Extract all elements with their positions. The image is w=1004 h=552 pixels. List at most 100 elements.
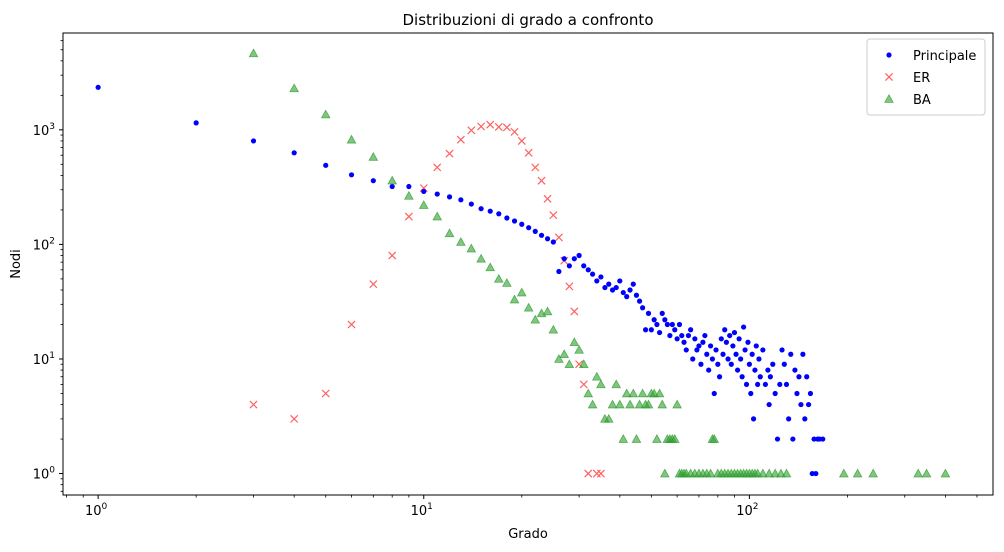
data-point — [589, 271, 596, 277]
data-point — [347, 320, 356, 329]
axis-ticks: 100 101 102 100 101 102 103 — [33, 40, 978, 519]
data-point — [739, 374, 745, 380]
plot-frame — [62, 32, 994, 496]
data-point — [598, 274, 604, 280]
data-point — [579, 380, 588, 389]
data-point — [444, 228, 455, 238]
data-point — [752, 367, 758, 373]
data-point — [458, 197, 464, 203]
data-point — [369, 280, 378, 289]
data-point — [404, 212, 413, 221]
data-point — [478, 206, 484, 212]
data-point — [613, 284, 619, 291]
legend-marker — [884, 93, 894, 103]
data-point — [669, 434, 680, 443]
data-point — [820, 436, 826, 442]
data-point — [750, 416, 757, 422]
data-point — [602, 284, 608, 291]
data-point — [418, 200, 429, 209]
data-point — [634, 399, 645, 409]
data-point — [760, 347, 766, 353]
data-point — [559, 349, 570, 359]
data-point — [696, 343, 702, 349]
data-point — [804, 374, 810, 380]
data-point — [794, 390, 800, 397]
data-point — [718, 336, 724, 342]
data-point — [733, 351, 739, 357]
chart-title: Distribuzioni di grado a confronto — [403, 11, 654, 29]
data-point — [594, 278, 600, 284]
data-point — [603, 413, 614, 423]
data-point — [486, 120, 495, 129]
data-point — [95, 84, 101, 90]
data-point — [571, 256, 577, 262]
data-point — [706, 367, 712, 373]
data-point — [807, 390, 814, 397]
data-point — [709, 434, 720, 443]
data-point — [445, 149, 454, 158]
data-point — [781, 361, 787, 367]
data-point — [725, 356, 731, 362]
data-point — [688, 327, 694, 333]
data-point — [672, 399, 683, 409]
data-point — [868, 468, 879, 478]
data-point — [656, 329, 663, 336]
data-point — [583, 388, 594, 398]
data-point — [538, 232, 545, 238]
data-point — [406, 183, 412, 190]
data-point — [636, 298, 643, 304]
data-point — [543, 194, 552, 203]
data-point — [494, 122, 503, 131]
data-point — [781, 468, 792, 478]
data-point — [734, 367, 741, 373]
data-point — [585, 267, 591, 273]
data-point — [640, 305, 646, 311]
data-point — [738, 356, 744, 362]
data-point — [669, 321, 675, 328]
data-point — [681, 339, 687, 345]
data-point — [659, 310, 665, 316]
data-point — [468, 201, 474, 207]
data-point — [570, 307, 579, 316]
data-point — [672, 327, 678, 333]
data-point — [550, 239, 556, 245]
data-point — [542, 306, 553, 316]
data-point — [757, 468, 768, 478]
data-point — [921, 468, 932, 478]
x-tick-label: 101 — [411, 502, 433, 519]
data-point — [648, 327, 654, 333]
data-point — [502, 123, 511, 132]
legend-box — [866, 38, 986, 116]
x-axis-label: Grado — [508, 527, 548, 542]
data-point — [578, 359, 589, 368]
data-point — [446, 194, 453, 200]
data-point — [792, 367, 798, 373]
data-point — [838, 468, 849, 478]
data-point — [587, 399, 598, 409]
data-point — [642, 327, 649, 333]
data-point — [709, 356, 716, 362]
y-tick-label: 102 — [33, 236, 55, 253]
data-point — [633, 292, 640, 298]
data-point — [614, 399, 625, 409]
data-point — [813, 470, 819, 477]
data-point — [805, 401, 812, 408]
data-point — [617, 278, 623, 284]
data-point — [798, 401, 804, 408]
data-point — [731, 329, 738, 336]
series-er — [249, 120, 605, 478]
y-tick-label: 103 — [33, 122, 55, 139]
data-point — [524, 148, 533, 157]
data-point — [716, 374, 723, 380]
x-tick-label: 100 — [85, 502, 108, 519]
data-point — [657, 399, 668, 409]
data-point — [772, 390, 778, 397]
data-point — [748, 390, 754, 397]
data-point — [433, 163, 442, 172]
data-point — [569, 337, 580, 347]
data-point — [565, 282, 574, 291]
data-point — [591, 371, 602, 381]
data-point — [651, 317, 657, 323]
data-point — [566, 263, 572, 269]
